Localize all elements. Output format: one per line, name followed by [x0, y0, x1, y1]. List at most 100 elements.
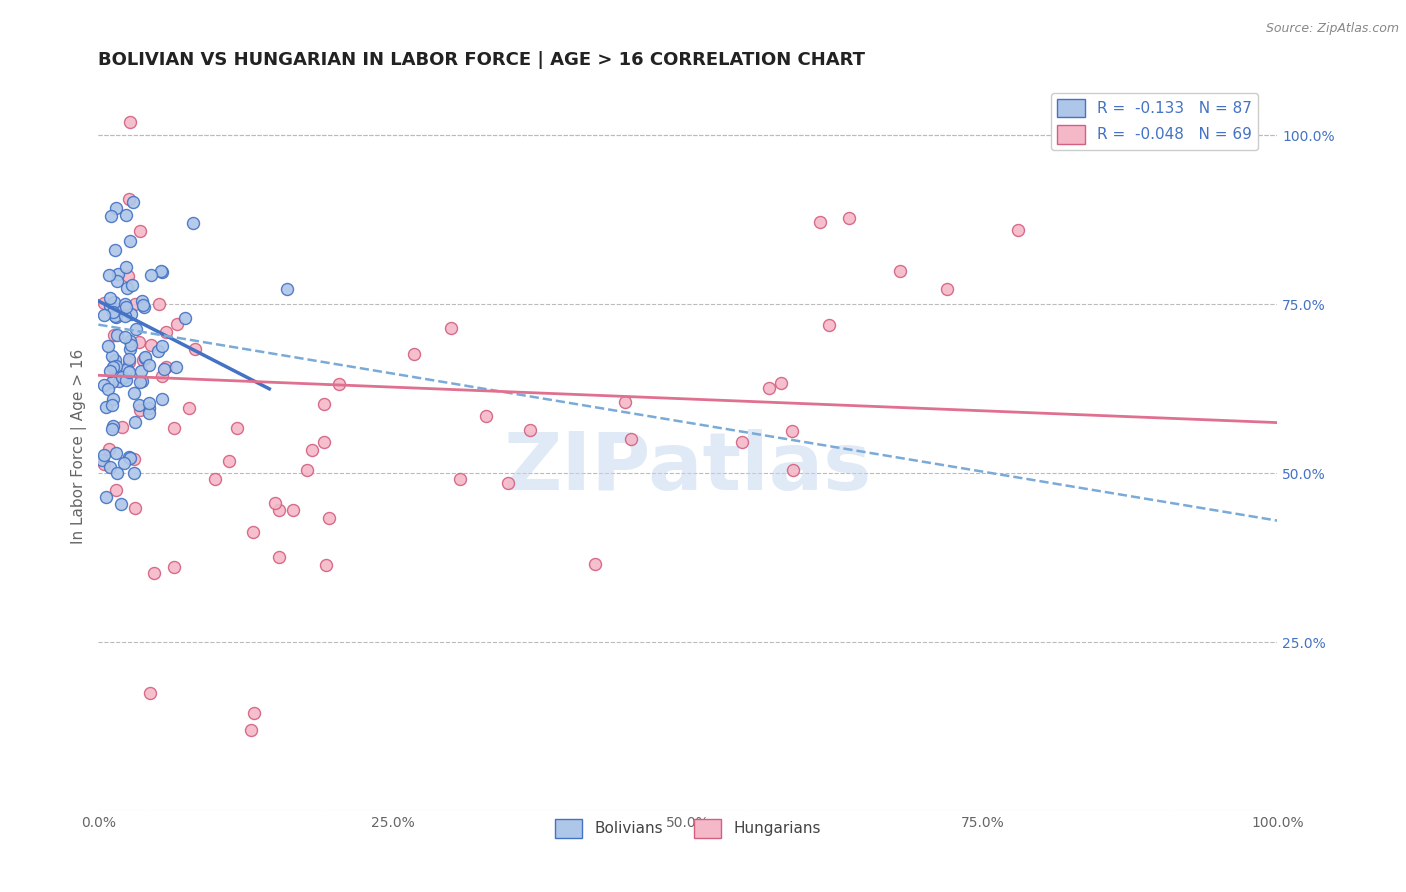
- Point: [96, 490, 118, 504]
- Point: [173, 310, 195, 325]
- Point: [114, 260, 136, 275]
- Legend: Bolivians, Hungarians: Bolivians, Hungarians: [548, 813, 827, 844]
- Point: [93, 457, 115, 471]
- Point: [139, 338, 162, 352]
- Point: [758, 380, 780, 394]
- Point: [301, 442, 323, 457]
- Point: [104, 243, 127, 257]
- Point: [112, 456, 135, 470]
- Point: [114, 370, 136, 384]
- Point: [131, 374, 153, 388]
- Point: [115, 281, 138, 295]
- Point: [98, 442, 121, 456]
- Point: [149, 264, 172, 278]
- Point: [519, 423, 541, 437]
- Point: [93, 296, 115, 310]
- Point: [583, 557, 606, 571]
- Point: [125, 322, 148, 336]
- Point: [328, 377, 350, 392]
- Point: [120, 337, 142, 351]
- Point: [143, 566, 166, 581]
- Point: [269, 549, 291, 564]
- Point: [150, 265, 173, 279]
- Point: [118, 450, 141, 464]
- Point: [118, 365, 141, 379]
- Point: [93, 308, 115, 322]
- Point: [128, 398, 150, 412]
- Point: [295, 463, 318, 477]
- Point: [614, 395, 637, 409]
- Point: [101, 359, 124, 374]
- Point: [838, 211, 860, 225]
- Point: [150, 338, 173, 352]
- Point: [440, 321, 463, 335]
- Point: [104, 359, 127, 373]
- Point: [936, 282, 959, 296]
- Point: [117, 269, 139, 284]
- Point: [1208, 135, 1230, 149]
- Point: [105, 466, 128, 480]
- Point: [312, 434, 335, 449]
- Point: [97, 382, 120, 396]
- Point: [134, 350, 156, 364]
- Point: [105, 483, 128, 498]
- Point: [163, 560, 186, 574]
- Text: BOLIVIAN VS HUNGARIAN IN LABOR FORCE | AGE > 16 CORRELATION CHART: BOLIVIAN VS HUNGARIAN IN LABOR FORCE | A…: [98, 51, 865, 69]
- Point: [276, 282, 298, 296]
- Point: [148, 297, 170, 311]
- Point: [818, 318, 841, 332]
- Point: [475, 409, 498, 423]
- Point: [889, 263, 911, 277]
- Point: [98, 268, 121, 282]
- Point: [104, 353, 127, 368]
- Point: [242, 524, 264, 539]
- Point: [770, 376, 793, 391]
- Point: [122, 195, 145, 210]
- Point: [101, 305, 124, 319]
- Point: [129, 364, 152, 378]
- Point: [134, 300, 156, 314]
- Point: [100, 209, 122, 223]
- Point: [132, 298, 155, 312]
- Point: [124, 467, 146, 481]
- Point: [103, 294, 125, 309]
- Point: [93, 378, 115, 392]
- Point: [118, 192, 141, 206]
- Point: [118, 351, 141, 366]
- Y-axis label: In Labor Force | Age > 16: In Labor Force | Age > 16: [72, 349, 87, 544]
- Point: [98, 299, 121, 313]
- Point: [132, 353, 155, 368]
- Point: [152, 362, 174, 376]
- Point: [163, 421, 186, 435]
- Point: [115, 362, 138, 376]
- Point: [155, 360, 177, 375]
- Point: [218, 454, 240, 468]
- Point: [120, 307, 142, 321]
- Point: [104, 201, 127, 215]
- Point: [124, 297, 146, 311]
- Point: [120, 450, 142, 465]
- Point: [118, 334, 141, 348]
- Point: [124, 415, 146, 429]
- Point: [141, 268, 163, 282]
- Point: [1007, 223, 1029, 237]
- Point: [243, 706, 266, 721]
- Point: [177, 401, 200, 416]
- Point: [131, 294, 153, 309]
- Point: [115, 208, 138, 222]
- Point: [782, 463, 804, 477]
- Point: [150, 369, 173, 384]
- Point: [105, 275, 128, 289]
- Point: [496, 475, 519, 490]
- Point: [402, 347, 425, 361]
- Text: Source: ZipAtlas.com: Source: ZipAtlas.com: [1265, 22, 1399, 36]
- Point: [107, 301, 129, 316]
- Point: [318, 511, 340, 525]
- Point: [731, 435, 754, 450]
- Point: [281, 503, 304, 517]
- Point: [120, 234, 142, 248]
- Point: [124, 385, 146, 400]
- Point: [101, 398, 124, 412]
- Point: [138, 406, 160, 420]
- Point: [263, 496, 285, 510]
